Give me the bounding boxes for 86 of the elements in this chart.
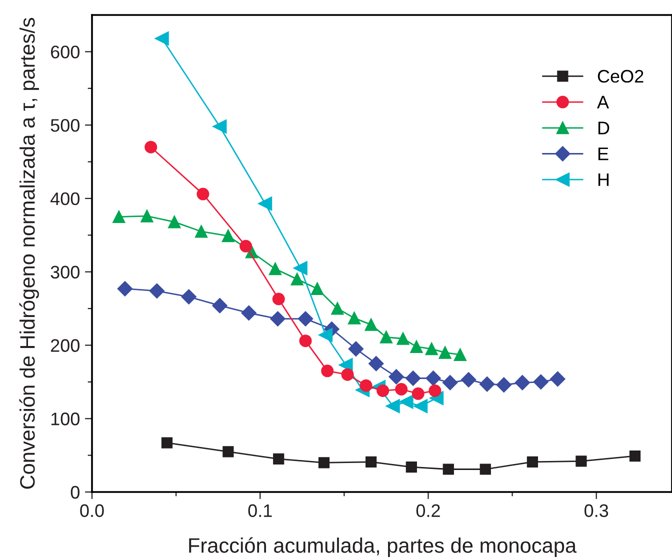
point [406,461,417,473]
y-tick-label: 300 [50,266,80,279]
x-axis-title: Fracción acumulada, partes de monocapa [189,537,577,557]
point [376,384,390,397]
point [480,464,491,475]
point [425,342,438,356]
point [360,379,372,392]
legend-label: A [597,96,609,108]
y-tick-label: 500 [50,119,80,132]
point [222,230,234,242]
x-tick-label: 0.0 [80,504,104,518]
point [412,387,424,400]
point [140,210,154,222]
y-tick-label: 100 [51,412,80,426]
point [290,272,304,286]
point [348,341,364,356]
point [196,188,210,200]
x-tick-label: 0.1 [248,504,272,518]
point [348,312,361,324]
point [338,358,353,372]
legend-label: E [598,148,608,160]
point [406,370,421,386]
point [298,311,314,326]
point [496,377,512,392]
point [533,374,548,390]
point [368,356,384,372]
point [366,456,377,468]
point [268,262,282,276]
point [168,216,181,228]
point [410,340,423,353]
legend-label: D [598,122,610,134]
point [526,456,538,468]
point [318,328,333,342]
point [318,457,330,468]
point [112,210,126,224]
point [321,364,334,378]
point [161,437,173,448]
y-axis-title: Conversión de Hidrógeno normalizada a τ, partes/s [19,18,39,489]
point [442,375,458,390]
legend-label: CeO2 [598,70,644,83]
point [396,332,410,345]
point [576,456,587,467]
y-tick-label: 0 [70,486,80,499]
point [212,120,227,134]
point [240,240,252,252]
point [426,370,441,386]
point [341,368,354,381]
y-tick-label: 600 [50,46,80,58]
point [117,281,133,296]
point [461,372,476,388]
point [331,302,344,315]
point [514,375,530,390]
point [181,289,196,304]
point [299,334,312,348]
point [438,346,452,359]
point [222,446,234,458]
point [149,283,164,298]
y-tick-label: 200 [50,339,80,352]
point [388,369,404,384]
point [154,32,169,46]
point [270,311,286,326]
point [428,384,442,397]
point [311,282,324,295]
point [395,383,408,396]
point [480,376,495,392]
point [386,399,400,414]
point [550,371,566,387]
point [454,348,466,362]
point [294,261,308,276]
x-tick-label: 0.2 [416,504,440,518]
point [272,292,285,306]
point [241,305,256,321]
point [629,450,641,462]
point [212,298,228,314]
x-tick-label: 0.3 [584,504,608,518]
point [144,140,158,154]
point [442,464,454,475]
point [195,225,208,238]
y-tick-label: 400 [50,192,80,206]
point [380,330,392,344]
legend-label: H [598,174,609,186]
point [414,399,428,414]
point [364,318,378,331]
point [273,453,284,465]
point [258,196,272,211]
point [399,394,414,409]
